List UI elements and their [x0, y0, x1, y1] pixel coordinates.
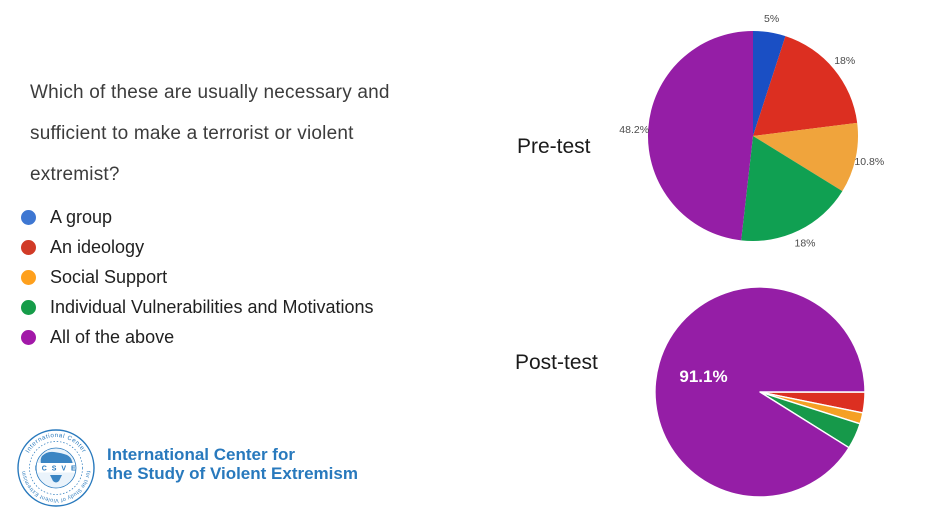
- legend-item-label: An ideology: [50, 236, 145, 257]
- legend-item-label: All of the above: [50, 326, 175, 347]
- pie-slice-a-group: [753, 30, 786, 136]
- legend-dot-icon: [21, 329, 36, 345]
- pie-data-label: 5%: [764, 13, 779, 25]
- answer-legend: A group An ideology Social Support Indiv…: [21, 202, 374, 352]
- legend-dot-icon: [21, 299, 36, 315]
- pie-data-label: 18%: [834, 55, 855, 67]
- legend-dot-icon: [21, 269, 36, 285]
- pie-slice-all-of-the-above: [647, 31, 753, 241]
- pretest-chart-title: Pre-test: [517, 135, 591, 158]
- pie-slice-social-support: [753, 122, 858, 192]
- pie-data-label: 10.8%: [854, 156, 884, 168]
- logo-wordmark: International Center for the Study of Vi…: [107, 445, 427, 483]
- question-line: Which of these are usually necessary and: [30, 82, 390, 103]
- posttest-chart-title: Post-test: [515, 351, 598, 374]
- legend-item-individual-vulnerabilities: Individual Vulnerabilities and Motivatio…: [21, 292, 374, 322]
- question-line: extremist?: [30, 164, 120, 185]
- legend-item-a-group: A group: [21, 202, 374, 232]
- legend-item-label: Social Support: [50, 266, 168, 287]
- legend-dot-icon: [21, 239, 36, 255]
- logo-wordmark-line2: the Study of Violent Extremism: [107, 464, 358, 483]
- pretest-pie-chart: 5% 18% 10.8% 18% 48.2%: [619, 13, 884, 250]
- legend-dot-icon: [21, 209, 36, 225]
- pie-data-label: 91.1%: [679, 367, 727, 386]
- question-line: sufficient to make a terrorist or violen…: [30, 123, 354, 144]
- pie-slice-individual-vulnerabilities-and-motivations: [741, 136, 843, 242]
- icsve-seal-icon: International Center for the Study of Vi…: [17, 429, 95, 507]
- legend-item-all-of-the-above: All of the above: [21, 322, 374, 352]
- seal-acronym: I C S V E: [35, 465, 77, 472]
- pie-slice-all-of-the-above: [654, 286, 866, 498]
- logo-wordmark-line1: International Center for: [107, 445, 295, 464]
- pie-slice-an-ideology: [753, 36, 858, 136]
- legend-item-label: A group: [50, 206, 113, 227]
- legend-item-label: Individual Vulnerabilities and Motivatio…: [50, 296, 374, 317]
- posttest-pie-chart: 91.1%: [654, 286, 866, 498]
- legend-item-social-support: Social Support: [21, 262, 374, 292]
- pie-data-label: 18%: [794, 238, 815, 250]
- pie-data-label: 48.2%: [619, 124, 649, 136]
- legend-item-an-ideology: An ideology: [21, 232, 374, 262]
- question-text: Which of these are usually necessary and…: [30, 72, 430, 195]
